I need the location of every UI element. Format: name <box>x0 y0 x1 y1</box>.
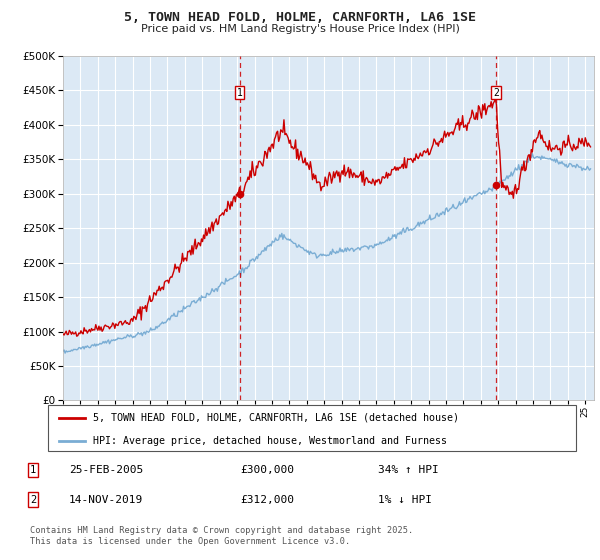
Text: HPI: Average price, detached house, Westmorland and Furness: HPI: Average price, detached house, West… <box>93 436 447 446</box>
Text: 2: 2 <box>30 494 36 505</box>
FancyBboxPatch shape <box>48 405 576 451</box>
Text: 14-NOV-2019: 14-NOV-2019 <box>69 494 143 505</box>
Text: 1: 1 <box>30 465 36 475</box>
Text: 5, TOWN HEAD FOLD, HOLME, CARNFORTH, LA6 1SE: 5, TOWN HEAD FOLD, HOLME, CARNFORTH, LA6… <box>124 11 476 24</box>
Text: £312,000: £312,000 <box>240 494 294 505</box>
Text: Contains HM Land Registry data © Crown copyright and database right 2025.
This d: Contains HM Land Registry data © Crown c… <box>30 526 413 546</box>
Text: 2: 2 <box>493 87 499 97</box>
Text: 25-FEB-2005: 25-FEB-2005 <box>69 465 143 475</box>
Text: 5, TOWN HEAD FOLD, HOLME, CARNFORTH, LA6 1SE (detached house): 5, TOWN HEAD FOLD, HOLME, CARNFORTH, LA6… <box>93 413 459 423</box>
Text: Price paid vs. HM Land Registry's House Price Index (HPI): Price paid vs. HM Land Registry's House … <box>140 24 460 34</box>
Text: 34% ↑ HPI: 34% ↑ HPI <box>378 465 439 475</box>
Text: 1% ↓ HPI: 1% ↓ HPI <box>378 494 432 505</box>
Text: £300,000: £300,000 <box>240 465 294 475</box>
Text: 1: 1 <box>236 87 242 97</box>
